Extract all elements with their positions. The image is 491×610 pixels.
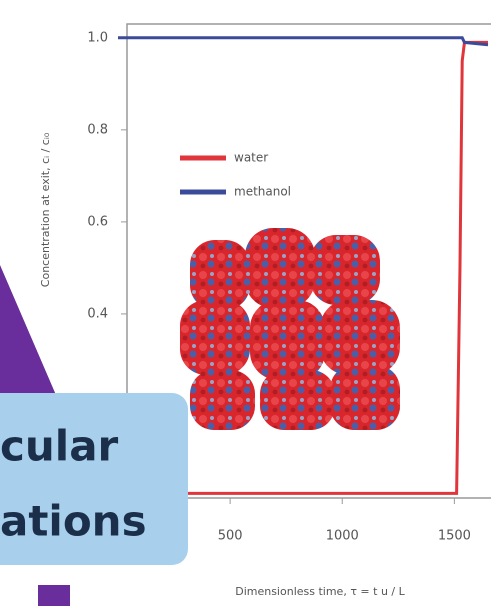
y-tick-label: 0.6 bbox=[87, 214, 108, 229]
molecule-image bbox=[180, 228, 400, 430]
overlay-text: cular bbox=[0, 422, 119, 471]
x-tick-label: 1500 bbox=[438, 529, 471, 544]
x-tick-label: 500 bbox=[218, 529, 243, 544]
decor-block bbox=[38, 585, 70, 606]
y-tick-label: 0.8 bbox=[87, 122, 108, 137]
plot-area: 1.0 0.8 0.6 0.4 500 1000 1500 water methanol bbox=[87, 23, 491, 544]
decor-triangle bbox=[0, 265, 56, 395]
x-tick-label: 1000 bbox=[326, 529, 359, 544]
y-tick-label: 0.4 bbox=[87, 306, 108, 321]
y-tick-label: 1.0 bbox=[87, 30, 108, 45]
series-line bbox=[118, 36, 489, 47]
overlay-box bbox=[0, 393, 188, 565]
overlay-text: ations bbox=[0, 497, 147, 546]
y-axis-label: Concentration at exit, cᵢ / cᵢ₀ bbox=[39, 132, 52, 287]
plot-frame bbox=[126, 23, 491, 499]
legend-label: water bbox=[234, 151, 268, 165]
x-axis-label: Dimensionless time, τ = t u / L bbox=[235, 585, 405, 598]
legend-label: methanol bbox=[234, 185, 291, 199]
